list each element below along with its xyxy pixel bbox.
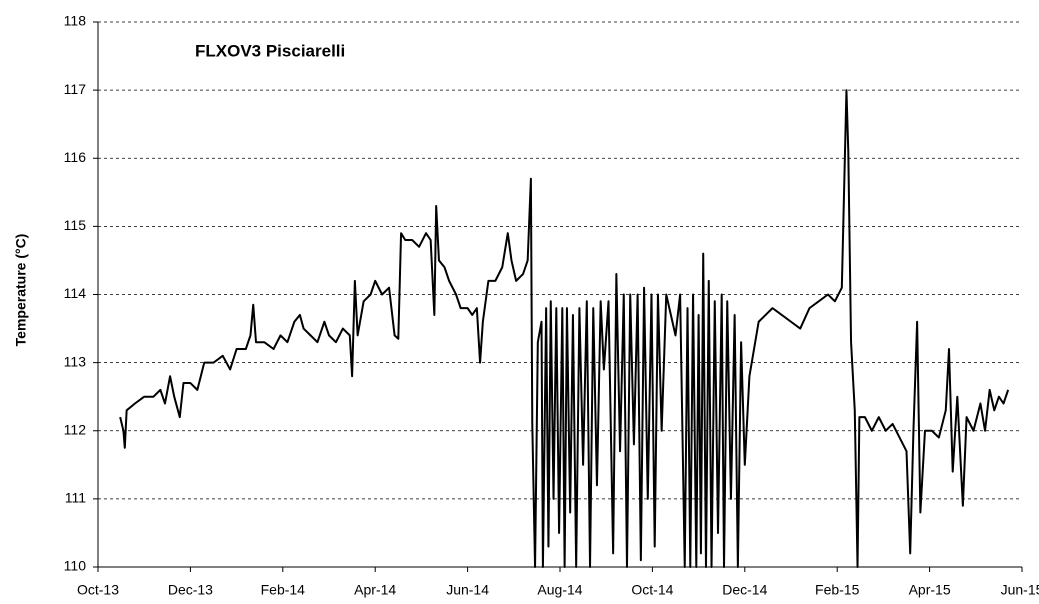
x-tick-label: Feb-15 <box>815 582 860 598</box>
x-tick-label: Jun-15 <box>1001 582 1039 598</box>
x-tick-label: Oct-13 <box>77 582 119 598</box>
y-tick-label: 111 <box>65 490 86 506</box>
y-tick-label: 118 <box>64 13 87 29</box>
x-tick-label: Dec-14 <box>722 582 767 598</box>
x-tick-label: Dec-13 <box>168 582 213 598</box>
data-line <box>119 89 1010 568</box>
y-tick-label: 115 <box>64 217 87 233</box>
chart-title: FLXOV3 Pisciarelli <box>195 41 345 60</box>
x-tick-label: Oct-14 <box>631 582 673 598</box>
x-tick-label: Feb-14 <box>261 582 306 598</box>
x-tick-label: Apr-14 <box>354 582 396 598</box>
y-axis-label: Temperature (°C) <box>13 234 29 347</box>
y-tick-label: 114 <box>64 285 87 301</box>
y-tick-label: 112 <box>64 421 87 437</box>
y-tick-label: 113 <box>64 353 87 369</box>
y-tick-label: 117 <box>64 81 87 97</box>
y-tick-label: 116 <box>64 149 87 165</box>
x-tick-label: Aug-14 <box>537 582 582 598</box>
x-tick-label: Apr-15 <box>909 582 951 598</box>
y-tick-label: 110 <box>64 558 87 574</box>
x-tick-label: Jun-14 <box>446 582 489 598</box>
